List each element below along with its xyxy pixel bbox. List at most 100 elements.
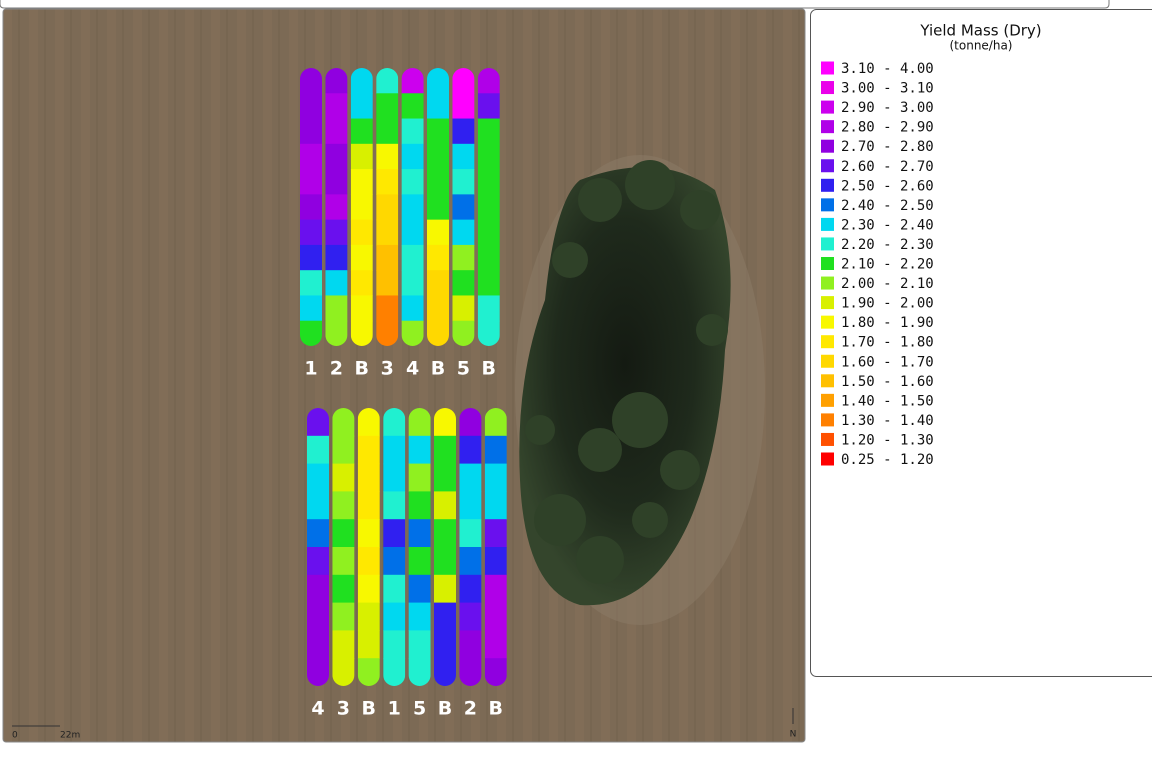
strip-segment <box>409 464 431 492</box>
strip-segment <box>478 194 500 220</box>
strip-segment <box>300 245 322 271</box>
legend-subtitle: (tonne/ha) <box>949 39 1012 53</box>
legend-swatch <box>821 62 834 75</box>
strip-segment <box>332 603 354 631</box>
strip <box>358 408 380 687</box>
strip-segment <box>485 658 507 686</box>
strip-label: 3 <box>381 358 394 380</box>
strip-segment <box>427 194 449 220</box>
strip-segment <box>383 575 405 603</box>
legend-label: 3.10 - 4.00 <box>841 61 934 77</box>
strip <box>332 408 354 687</box>
strip-segment <box>485 630 507 658</box>
strip-segment <box>427 144 449 170</box>
strip-segment <box>478 270 500 296</box>
strip-segment <box>351 245 373 271</box>
strip-segment <box>427 270 449 296</box>
strip-segment <box>452 93 474 119</box>
strip-segment <box>452 144 474 170</box>
strip-segment <box>332 436 354 464</box>
strip-label: B <box>482 358 496 380</box>
strip-segment <box>300 220 322 246</box>
strip-segment <box>478 321 500 347</box>
legend: Yield Mass (Dry) (tonne/ha) 3.10 - 4.003… <box>811 10 1152 677</box>
strip-segment <box>485 603 507 631</box>
strip-segment <box>332 408 354 436</box>
strip <box>409 408 431 687</box>
strip-segment <box>478 68 500 94</box>
strip-segment <box>307 491 329 519</box>
strip <box>307 408 329 687</box>
legend-swatch <box>821 218 834 231</box>
strip-segment <box>376 321 398 347</box>
legend-label: 1.70 - 1.80 <box>841 335 934 351</box>
legend-swatch <box>821 413 834 426</box>
strip-segment <box>485 408 507 436</box>
strip <box>434 408 456 687</box>
legend-swatch <box>821 237 834 250</box>
strip-segment <box>300 270 322 296</box>
north-label: N <box>790 730 797 740</box>
strip-segment <box>351 295 373 321</box>
scale-start: 0 <box>12 731 18 741</box>
strip-segment <box>376 144 398 170</box>
legend-label: 2.50 - 2.60 <box>841 178 934 194</box>
legend-swatch <box>821 335 834 348</box>
strip-segment <box>434 436 456 464</box>
strip-segment <box>452 68 474 94</box>
strip-segment <box>459 575 481 603</box>
strip-segment <box>376 169 398 195</box>
strip-segment <box>383 519 405 547</box>
strip-segment <box>307 547 329 575</box>
strip-segment <box>427 68 449 94</box>
strip <box>402 68 424 347</box>
strip-label: 3 <box>337 698 350 720</box>
strip-segment <box>325 270 347 296</box>
strip-segment <box>402 245 424 271</box>
strip-segment <box>376 93 398 119</box>
strip-segment <box>402 119 424 145</box>
strip-segment <box>459 519 481 547</box>
strip-segment <box>402 169 424 195</box>
legend-label: 1.90 - 2.00 <box>841 296 934 312</box>
strip-segment <box>325 169 347 195</box>
strip-segment <box>332 464 354 492</box>
strip-segment <box>459 464 481 492</box>
strip-segment <box>376 68 398 94</box>
strip-segment <box>409 519 431 547</box>
legend-label: 2.20 - 2.30 <box>841 237 934 253</box>
legend-label: 2.40 - 2.50 <box>841 198 934 214</box>
strip-segment <box>332 658 354 686</box>
strip-label: 5 <box>457 358 470 380</box>
strip-segment <box>325 194 347 220</box>
strip-segment <box>383 491 405 519</box>
legend-swatch <box>821 120 834 133</box>
strip-segment <box>325 119 347 145</box>
strip-segment <box>307 464 329 492</box>
strip-segment <box>358 630 380 658</box>
strip-segment <box>358 519 380 547</box>
strip-segment <box>402 220 424 246</box>
strip-segment <box>351 68 373 94</box>
screen: 12B34B5B43B15B2B 0 22m N Yield Mass (Dry… <box>0 0 1152 767</box>
strip-segment <box>332 491 354 519</box>
strip-segment <box>358 575 380 603</box>
strip-label: 5 <box>413 698 426 720</box>
strip <box>452 68 474 347</box>
strip-segment <box>325 144 347 170</box>
legend-swatch <box>821 179 834 192</box>
legend-label: 1.40 - 1.50 <box>841 393 934 409</box>
strip-segment <box>376 295 398 321</box>
strip-segment <box>300 119 322 145</box>
legend-swatch <box>821 316 834 329</box>
legend-swatch <box>821 296 834 309</box>
strip-segment <box>300 93 322 119</box>
top-panel-edge <box>0 0 1109 8</box>
scale-end: 22m <box>60 731 80 741</box>
legend-swatch <box>821 81 834 94</box>
strip-segment <box>434 630 456 658</box>
strip-segment <box>427 245 449 271</box>
strip-segment <box>452 270 474 296</box>
strip-label: B <box>489 698 503 720</box>
